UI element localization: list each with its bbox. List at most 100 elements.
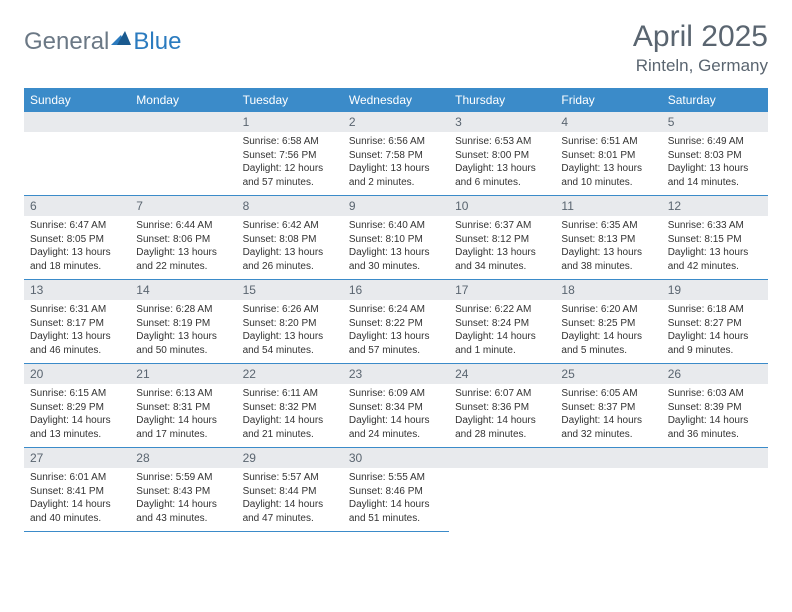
day-number: 30 <box>343 448 449 468</box>
day-info: Sunrise: 6:05 AMSunset: 8:37 PMDaylight:… <box>555 384 661 447</box>
sunset-text: Sunset: 8:00 PM <box>455 149 549 163</box>
sunset-text: Sunset: 8:24 PM <box>455 317 549 331</box>
daylight-text: Daylight: 14 hours and 28 minutes. <box>455 414 549 441</box>
day-cell <box>449 448 555 532</box>
brand-text-2: Blue <box>133 28 181 56</box>
flag-icon <box>111 31 131 54</box>
day-info: Sunrise: 5:57 AMSunset: 8:44 PMDaylight:… <box>237 468 343 531</box>
day-cell: 9Sunrise: 6:40 AMSunset: 8:10 PMDaylight… <box>343 196 449 280</box>
sunrise-text: Sunrise: 6:35 AM <box>561 219 655 233</box>
sunset-text: Sunset: 8:31 PM <box>136 401 230 415</box>
daylight-text: Daylight: 14 hours and 13 minutes. <box>30 414 124 441</box>
day-info: Sunrise: 6:22 AMSunset: 8:24 PMDaylight:… <box>449 300 555 363</box>
sunset-text: Sunset: 8:44 PM <box>243 485 337 499</box>
day-cell: 7Sunrise: 6:44 AMSunset: 8:06 PMDaylight… <box>130 196 236 280</box>
sunrise-text: Sunrise: 6:33 AM <box>668 219 762 233</box>
sunrise-text: Sunrise: 6:58 AM <box>243 135 337 149</box>
day-info: Sunrise: 6:11 AMSunset: 8:32 PMDaylight:… <box>237 384 343 447</box>
sunrise-text: Sunrise: 6:18 AM <box>668 303 762 317</box>
daylight-text: Daylight: 14 hours and 51 minutes. <box>349 498 443 525</box>
day-number: 22 <box>237 364 343 384</box>
brand-text-1: General <box>24 28 109 56</box>
day-info: Sunrise: 6:42 AMSunset: 8:08 PMDaylight:… <box>237 216 343 279</box>
day-number: 24 <box>449 364 555 384</box>
day-cell: 24Sunrise: 6:07 AMSunset: 8:36 PMDayligh… <box>449 364 555 448</box>
calendar-week-row: 27Sunrise: 6:01 AMSunset: 8:41 PMDayligh… <box>24 448 768 532</box>
calendar-body: 1Sunrise: 6:58 AMSunset: 7:56 PMDaylight… <box>24 112 768 532</box>
daylight-text: Daylight: 14 hours and 43 minutes. <box>136 498 230 525</box>
day-header: Thursday <box>449 88 555 112</box>
day-header-row: Sunday Monday Tuesday Wednesday Thursday… <box>24 88 768 112</box>
day-header: Tuesday <box>237 88 343 112</box>
day-number: 17 <box>449 280 555 300</box>
day-number: 29 <box>237 448 343 468</box>
daylight-text: Daylight: 14 hours and 40 minutes. <box>30 498 124 525</box>
day-cell: 20Sunrise: 6:15 AMSunset: 8:29 PMDayligh… <box>24 364 130 448</box>
sunrise-text: Sunrise: 6:01 AM <box>30 471 124 485</box>
day-number-empty <box>662 448 768 468</box>
day-number: 14 <box>130 280 236 300</box>
sunrise-text: Sunrise: 5:55 AM <box>349 471 443 485</box>
sunrise-text: Sunrise: 6:15 AM <box>30 387 124 401</box>
sunrise-text: Sunrise: 6:53 AM <box>455 135 549 149</box>
day-cell: 15Sunrise: 6:26 AMSunset: 8:20 PMDayligh… <box>237 280 343 364</box>
sunrise-text: Sunrise: 6:47 AM <box>30 219 124 233</box>
day-number: 27 <box>24 448 130 468</box>
day-number: 20 <box>24 364 130 384</box>
daylight-text: Daylight: 14 hours and 36 minutes. <box>668 414 762 441</box>
day-cell: 4Sunrise: 6:51 AMSunset: 8:01 PMDaylight… <box>555 112 661 196</box>
day-info: Sunrise: 6:13 AMSunset: 8:31 PMDaylight:… <box>130 384 236 447</box>
day-number-empty <box>555 448 661 468</box>
sunset-text: Sunset: 8:32 PM <box>243 401 337 415</box>
day-info: Sunrise: 6:47 AMSunset: 8:05 PMDaylight:… <box>24 216 130 279</box>
daylight-text: Daylight: 13 hours and 54 minutes. <box>243 330 337 357</box>
day-header: Sunday <box>24 88 130 112</box>
day-info: Sunrise: 6:26 AMSunset: 8:20 PMDaylight:… <box>237 300 343 363</box>
day-cell: 26Sunrise: 6:03 AMSunset: 8:39 PMDayligh… <box>662 364 768 448</box>
day-number: 9 <box>343 196 449 216</box>
sunset-text: Sunset: 8:10 PM <box>349 233 443 247</box>
sunset-text: Sunset: 8:08 PM <box>243 233 337 247</box>
daylight-text: Daylight: 12 hours and 57 minutes. <box>243 162 337 189</box>
sunrise-text: Sunrise: 6:31 AM <box>30 303 124 317</box>
sunrise-text: Sunrise: 6:24 AM <box>349 303 443 317</box>
day-cell: 14Sunrise: 6:28 AMSunset: 8:19 PMDayligh… <box>130 280 236 364</box>
day-number: 6 <box>24 196 130 216</box>
sunrise-text: Sunrise: 6:09 AM <box>349 387 443 401</box>
sunrise-text: Sunrise: 6:28 AM <box>136 303 230 317</box>
sunrise-text: Sunrise: 6:49 AM <box>668 135 762 149</box>
day-cell: 19Sunrise: 6:18 AMSunset: 8:27 PMDayligh… <box>662 280 768 364</box>
day-header: Saturday <box>662 88 768 112</box>
day-info: Sunrise: 6:33 AMSunset: 8:15 PMDaylight:… <box>662 216 768 279</box>
day-number: 23 <box>343 364 449 384</box>
day-number: 7 <box>130 196 236 216</box>
day-cell: 13Sunrise: 6:31 AMSunset: 8:17 PMDayligh… <box>24 280 130 364</box>
day-number: 26 <box>662 364 768 384</box>
day-number: 4 <box>555 112 661 132</box>
day-number: 11 <box>555 196 661 216</box>
daylight-text: Daylight: 14 hours and 5 minutes. <box>561 330 655 357</box>
day-cell: 8Sunrise: 6:42 AMSunset: 8:08 PMDaylight… <box>237 196 343 280</box>
day-info: Sunrise: 6:40 AMSunset: 8:10 PMDaylight:… <box>343 216 449 279</box>
day-header: Friday <box>555 88 661 112</box>
day-number: 5 <box>662 112 768 132</box>
day-number: 1 <box>237 112 343 132</box>
day-cell: 21Sunrise: 6:13 AMSunset: 8:31 PMDayligh… <box>130 364 236 448</box>
day-info: Sunrise: 6:18 AMSunset: 8:27 PMDaylight:… <box>662 300 768 363</box>
daylight-text: Daylight: 13 hours and 26 minutes. <box>243 246 337 273</box>
day-cell: 22Sunrise: 6:11 AMSunset: 8:32 PMDayligh… <box>237 364 343 448</box>
day-number: 21 <box>130 364 236 384</box>
daylight-text: Daylight: 13 hours and 42 minutes. <box>668 246 762 273</box>
day-number: 10 <box>449 196 555 216</box>
day-number: 15 <box>237 280 343 300</box>
calendar-week-row: 13Sunrise: 6:31 AMSunset: 8:17 PMDayligh… <box>24 280 768 364</box>
day-cell <box>555 448 661 532</box>
sunset-text: Sunset: 8:46 PM <box>349 485 443 499</box>
sunrise-text: Sunrise: 6:03 AM <box>668 387 762 401</box>
sunset-text: Sunset: 8:17 PM <box>30 317 124 331</box>
sunset-text: Sunset: 8:37 PM <box>561 401 655 415</box>
daylight-text: Daylight: 13 hours and 34 minutes. <box>455 246 549 273</box>
day-cell: 6Sunrise: 6:47 AMSunset: 8:05 PMDaylight… <box>24 196 130 280</box>
month-title: April 2025 <box>633 20 768 54</box>
sunset-text: Sunset: 7:56 PM <box>243 149 337 163</box>
